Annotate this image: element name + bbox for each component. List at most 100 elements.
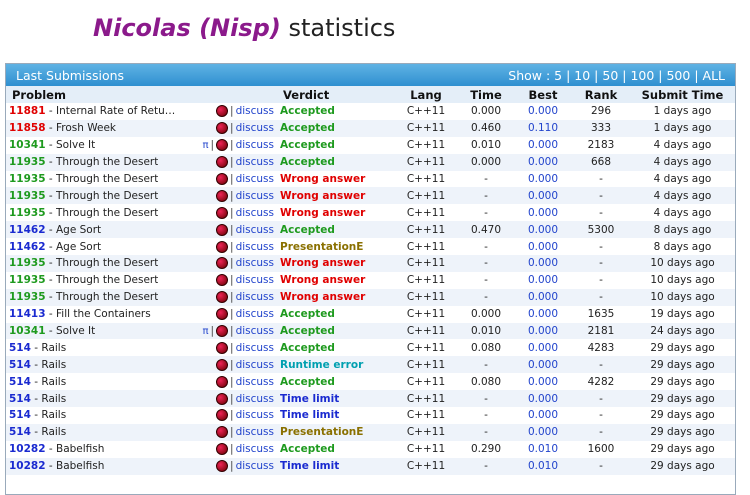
discuss-link[interactable]: discuss — [235, 173, 274, 185]
problem-id-link[interactable]: 11935 — [9, 189, 46, 202]
problem-name-link[interactable]: Internal Rate of Retu… — [56, 105, 176, 118]
problem-name-link[interactable]: Through the Desert — [56, 156, 159, 169]
problem-name-link[interactable]: Through the Desert — [56, 291, 159, 304]
problem-id-link[interactable]: 514 — [9, 375, 31, 388]
problem-id-link[interactable]: 11935 — [9, 173, 46, 185]
col-lang[interactable]: Lang — [394, 86, 458, 103]
discuss-link[interactable]: discuss — [235, 206, 274, 219]
discuss-link[interactable]: discuss — [235, 392, 274, 405]
discussion-bubble-icon[interactable] — [216, 426, 229, 439]
discuss-link[interactable]: discuss — [235, 358, 274, 371]
problem-id-link[interactable]: 10341 — [9, 139, 46, 152]
problem-name-link[interactable]: Rails — [41, 409, 67, 422]
discussion-bubble-icon[interactable] — [216, 443, 229, 456]
discuss-link[interactable]: discuss — [235, 409, 274, 422]
problem-name-link[interactable]: Rails — [41, 341, 67, 354]
problem-name-link[interactable]: Solve It — [56, 325, 96, 338]
discussion-bubble-icon[interactable] — [216, 375, 229, 388]
problem-id-link[interactable]: 11858 — [9, 122, 46, 135]
discussion-bubble-icon[interactable] — [216, 105, 229, 118]
problem-id-link[interactable]: 11935 — [9, 291, 46, 304]
problem-id-link[interactable]: 514 — [9, 341, 31, 354]
discussion-bubble-icon[interactable] — [216, 240, 229, 253]
discussion-bubble-icon[interactable] — [216, 139, 229, 152]
problem-id-link[interactable]: 11881 — [9, 105, 46, 118]
show-option-50[interactable]: 50 — [602, 67, 619, 83]
discussion-bubble-icon[interactable] — [216, 173, 229, 185]
problem-id-link[interactable]: 514 — [9, 392, 31, 405]
problem-id-link[interactable]: 10282 — [9, 443, 46, 456]
discuss-link[interactable]: discuss — [235, 375, 274, 388]
discuss-link[interactable]: discuss — [235, 274, 274, 287]
problem-id-link[interactable]: 11462 — [9, 223, 46, 236]
problem-id-link[interactable]: 11935 — [9, 274, 46, 287]
col-best[interactable]: Best — [514, 86, 572, 103]
show-option-5[interactable]: 5 — [554, 67, 563, 83]
discuss-link[interactable]: discuss — [235, 240, 274, 253]
discussion-bubble-icon[interactable] — [216, 308, 229, 321]
discuss-link[interactable]: discuss — [235, 308, 274, 321]
problem-name-link[interactable]: Age Sort — [56, 240, 102, 253]
problem-id-link[interactable]: 11462 — [9, 240, 46, 253]
discussion-bubble-icon[interactable] — [216, 156, 229, 169]
show-option-all[interactable]: ALL — [702, 67, 725, 83]
discuss-link[interactable]: discuss — [235, 426, 274, 439]
discussion-bubble-icon[interactable] — [216, 206, 229, 219]
problem-id-link[interactable]: 11935 — [9, 156, 46, 169]
problem-name-link[interactable]: Rails — [41, 392, 67, 405]
problem-name-link[interactable]: Fill the Containers — [56, 308, 151, 321]
problem-id-link[interactable]: 10282 — [9, 460, 46, 473]
problem-id-link[interactable]: 514 — [9, 409, 31, 422]
problem-id-link[interactable]: 11935 — [9, 257, 46, 270]
discuss-link[interactable]: discuss — [235, 156, 274, 169]
problem-name-link[interactable]: Solve It — [56, 139, 96, 152]
discuss-link[interactable]: discuss — [235, 223, 274, 236]
pi-icon[interactable]: π — [202, 139, 209, 151]
problem-name-link[interactable]: Through the Desert — [56, 206, 159, 219]
show-option-500[interactable]: 500 — [666, 67, 691, 83]
discussion-bubble-icon[interactable] — [216, 291, 229, 304]
discuss-link[interactable]: discuss — [235, 291, 274, 304]
problem-id-link[interactable]: 514 — [9, 426, 31, 439]
discuss-link[interactable]: discuss — [235, 325, 274, 338]
problem-name-link[interactable]: Rails — [41, 358, 67, 371]
col-verdict[interactable]: Verdict — [277, 86, 394, 103]
col-problem[interactable]: Problem — [6, 86, 277, 103]
discussion-bubble-icon[interactable] — [216, 325, 229, 338]
discussion-bubble-icon[interactable] — [216, 358, 229, 371]
discussion-bubble-icon[interactable] — [216, 257, 229, 270]
problem-name-link[interactable]: Frosh Week — [56, 122, 117, 135]
discuss-link[interactable]: discuss — [235, 139, 274, 152]
discussion-bubble-icon[interactable] — [216, 274, 229, 287]
discuss-link[interactable]: discuss — [235, 189, 274, 202]
problem-name-link[interactable]: Rails — [41, 426, 67, 439]
discussion-bubble-icon[interactable] — [216, 341, 229, 354]
discussion-bubble-icon[interactable] — [216, 223, 229, 236]
discuss-link[interactable]: discuss — [235, 257, 274, 270]
discussion-bubble-icon[interactable] — [216, 189, 229, 202]
problem-id-link[interactable]: 10341 — [9, 325, 46, 338]
col-rank[interactable]: Rank — [572, 86, 630, 103]
discuss-link[interactable]: discuss — [235, 105, 274, 118]
discuss-link[interactable]: discuss — [235, 122, 274, 135]
show-option-10[interactable]: 10 — [574, 67, 591, 83]
problem-name-link[interactable]: Through the Desert — [56, 189, 159, 202]
discuss-link[interactable]: discuss — [235, 460, 274, 473]
problem-id-link[interactable]: 514 — [9, 358, 31, 371]
discuss-link[interactable]: discuss — [235, 443, 274, 456]
problem-name-link[interactable]: Through the Desert — [56, 274, 159, 287]
pi-icon[interactable]: π — [202, 325, 209, 337]
discussion-bubble-icon[interactable] — [216, 409, 229, 422]
discuss-link[interactable]: discuss — [235, 341, 274, 354]
discussion-bubble-icon[interactable] — [216, 460, 229, 473]
discussion-bubble-icon[interactable] — [216, 392, 229, 405]
problem-id-link[interactable]: 11413 — [9, 308, 46, 321]
col-time[interactable]: Time — [458, 86, 514, 103]
problem-name-link[interactable]: Babelfish — [56, 443, 105, 456]
show-option-100[interactable]: 100 — [630, 67, 655, 83]
discussion-bubble-icon[interactable] — [216, 122, 229, 135]
problem-name-link[interactable]: Through the Desert — [56, 257, 159, 270]
col-submit-time[interactable]: Submit Time — [630, 86, 735, 103]
problem-name-link[interactable]: Rails — [41, 375, 67, 388]
problem-name-link[interactable]: Age Sort — [56, 223, 102, 236]
